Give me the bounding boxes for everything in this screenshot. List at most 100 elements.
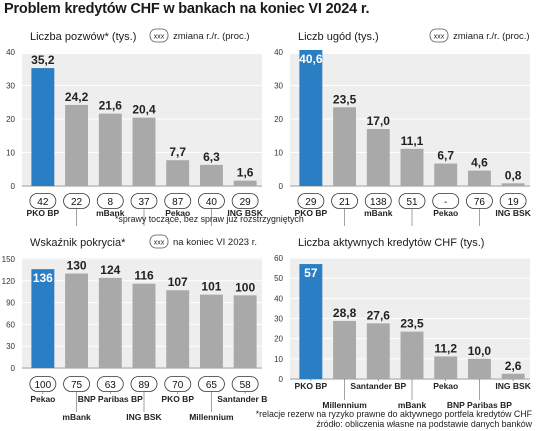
change-badge [198, 193, 225, 209]
bar-bnp-paribas-bp [98, 277, 122, 368]
category-label: Pekao [433, 208, 458, 218]
y-tick-label: 0 [11, 182, 16, 191]
bar-ing-bsk [501, 373, 525, 379]
bar-pko-bp [299, 49, 323, 187]
bar-pekao [434, 163, 458, 186]
category-label: ING BSK [126, 412, 162, 422]
legend-badge [429, 28, 449, 43]
value-label: 17,0 [367, 114, 391, 128]
value-label: 136 [33, 271, 53, 285]
category-label: mBank [62, 412, 91, 422]
value-label: 7,7 [169, 145, 186, 159]
bar-millennium [199, 294, 223, 368]
value-label: 6,7 [437, 149, 454, 163]
category-label: ING BSK [227, 208, 263, 218]
category-label: ING BSK [495, 381, 531, 391]
y-tick-label: 20 [274, 115, 283, 124]
bar-santander-bp [233, 295, 257, 368]
y-tick-label: 30 [6, 82, 15, 91]
chart-title: Wskaźnik pokrycia* [30, 237, 126, 249]
category-label: Pekao [30, 394, 55, 404]
category-label: mBank [398, 400, 427, 410]
y-tick-label: 30 [274, 82, 283, 91]
change-badge-text: 76 [474, 197, 486, 208]
category-label: mBank [364, 208, 393, 218]
y-tick-label: 40 [274, 294, 283, 303]
y-tick-label: 0 [279, 182, 284, 191]
category-label: Pekao [433, 381, 458, 391]
y-tick-label: 30 [6, 342, 15, 351]
change-badge-text: - [444, 197, 447, 208]
category-label: mBank [96, 208, 125, 218]
category-label: Millennium [189, 412, 234, 422]
bar-pko-bp [31, 68, 55, 186]
bar-millennium [333, 320, 357, 379]
bar-bnp-paribas-bp [467, 358, 491, 379]
y-tick-label: 150 [2, 255, 16, 264]
main-title: Problem kredytów CHF w bankach na koniec… [4, 1, 370, 17]
legend-label: na koniec VI 2023 r. [173, 237, 257, 248]
legend-badge-text: xxx [154, 240, 165, 247]
value-label: 27,6 [367, 308, 391, 322]
legend-label: zmiana r./r. (proc.) [173, 31, 250, 42]
bar-bnp-paribas-bp [199, 164, 223, 186]
change-badge [164, 376, 192, 392]
change-badge-text: 138 [370, 197, 387, 208]
bar-mbank [366, 129, 390, 186]
y-tick-label: 20 [274, 335, 283, 344]
category-label: ING BSK [495, 208, 531, 218]
y-tick-label: 90 [6, 299, 15, 308]
value-label: 11,2 [434, 341, 457, 355]
bar-pko-bp [299, 264, 323, 379]
value-label: 23,5 [400, 317, 424, 331]
change-badge [466, 193, 493, 209]
value-label: 0,8 [505, 168, 522, 182]
category-label: BNP Paribas BP [78, 394, 143, 404]
change-badge [130, 193, 158, 209]
legend-badge [149, 28, 169, 43]
legend-badge [149, 234, 169, 249]
chart-liczba-ugod: Liczb ugód (tys.) xxx zmiana r./r. (proc.)… [274, 28, 532, 226]
value-label: 124 [100, 263, 120, 277]
change-badge-text: 87 [172, 197, 184, 208]
y-tick-label: 60 [274, 254, 283, 263]
change-badge [198, 376, 225, 392]
footnote-zrodlo: źródło: obliczenia własne na podstawie d… [316, 419, 532, 429]
category-label: Santander BP [217, 394, 268, 404]
change-badge-text: 22 [71, 197, 83, 208]
category-label: PKO BP [295, 381, 328, 391]
category-label: Pekao [165, 208, 190, 218]
bar-ing-bsk [501, 183, 525, 186]
bar-mbank [65, 273, 89, 368]
bar-ing-bsk [132, 283, 156, 368]
value-label: 100 [235, 280, 255, 294]
legend-label: zmiana r./r. (proc.) [453, 31, 530, 42]
change-badge-text: 75 [71, 380, 83, 391]
bar-pekao [434, 356, 458, 379]
change-badge-text: 100 [35, 380, 52, 391]
value-label: 2,6 [505, 359, 522, 373]
value-label: 11,1 [401, 134, 424, 148]
y-tick-label: 10 [6, 149, 15, 158]
change-badge [29, 376, 57, 392]
change-badge-text: 37 [138, 197, 150, 208]
bar-mbank [98, 113, 122, 186]
bar-bnp-paribas-bp [467, 170, 491, 186]
change-badge-text: 19 [508, 197, 520, 208]
value-label: 40,6 [299, 52, 323, 66]
change-badge-text: 65 [206, 380, 218, 391]
bar-pekao [166, 160, 190, 186]
change-badge [63, 193, 90, 209]
legend-badge-text: xxx [154, 34, 165, 41]
y-tick-label: 10 [274, 355, 283, 364]
bar-mbank [400, 331, 424, 379]
chart-aktywne-kredyty: Liczba aktywnych kredytów CHF (tys.) 0 10 2… [274, 237, 532, 410]
value-label: 10,0 [468, 344, 492, 358]
change-badge [398, 193, 426, 209]
value-label: 21,6 [99, 99, 123, 113]
value-label: 116 [134, 269, 154, 283]
change-badge-text: 29 [305, 197, 317, 208]
change-badge-text: 51 [406, 197, 418, 208]
footnote-relacje: *relacje rezerw na ryzyko prawne do akty… [255, 409, 532, 419]
y-tick-label: 60 [6, 320, 15, 329]
